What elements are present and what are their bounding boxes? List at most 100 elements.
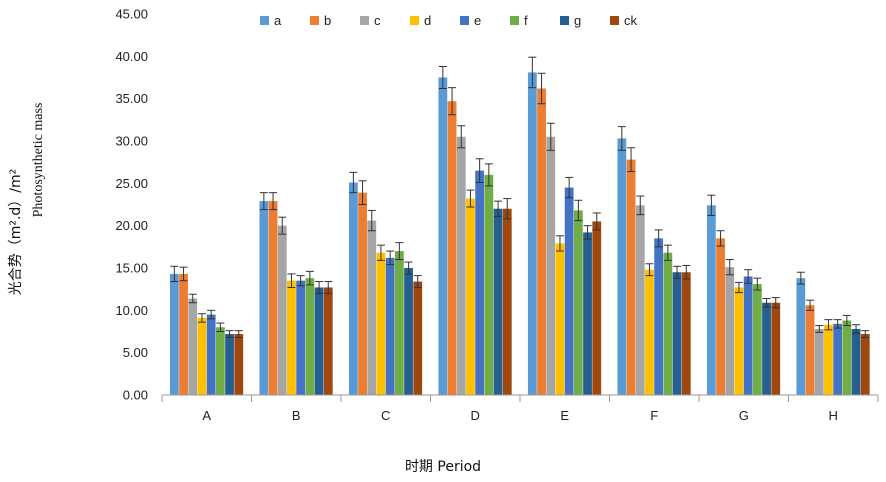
bar-a-A — [169, 273, 179, 395]
legend-label: e — [474, 13, 481, 28]
legend-swatch — [610, 16, 619, 25]
y-axis-ticks: 0.00 5.00 10.00 15.00 20.00 25.00 30.00 35.00 40… — [115, 7, 148, 403]
legend-item-e: e — [460, 13, 481, 28]
bar-f-G — [752, 284, 762, 395]
legend-label: ck — [624, 13, 638, 28]
legend-item-d: d — [410, 13, 431, 28]
bar-ck-C — [413, 281, 423, 395]
bar-f-B — [305, 278, 315, 395]
x-category-label: C — [381, 408, 390, 423]
y-tick-label: 5.00 — [123, 345, 148, 360]
bar-g-H — [851, 328, 861, 395]
bar-b-G — [716, 238, 725, 395]
legend-item-a: a — [260, 13, 282, 28]
y-tick-label: 20.00 — [115, 218, 148, 233]
y-tick-label: 35.00 — [115, 91, 148, 106]
legend-label: f — [524, 13, 528, 28]
bar-b-C — [358, 192, 367, 395]
legend-item-ck: ck — [610, 13, 638, 28]
bar-c-B — [277, 225, 287, 395]
bar-e-H — [833, 323, 843, 395]
bar-b-B — [268, 201, 278, 395]
bar-d-A — [197, 317, 207, 395]
y-tick-label: 0.00 — [123, 388, 148, 403]
bar-e-B — [296, 280, 306, 395]
legend-item-f: f — [510, 13, 528, 28]
bar-g-A — [225, 334, 234, 395]
bar-e-A — [206, 314, 216, 395]
bar-c-A — [188, 298, 198, 395]
y-axis-label-english: Photosynthetic mass — [31, 103, 46, 218]
bar-c-C — [367, 220, 377, 395]
x-axis: A B C D E F G H — [161, 394, 879, 423]
bar-d-F — [645, 269, 654, 395]
legend-label: b — [324, 13, 331, 28]
bar-f-D — [484, 174, 494, 395]
bar-b-D — [447, 101, 457, 396]
bar-b-F — [626, 159, 636, 395]
bar-a-D — [438, 77, 448, 395]
legend-swatch — [360, 16, 369, 25]
bar-d-D — [466, 198, 475, 395]
bar-b-A — [179, 273, 188, 395]
bar-ck-F — [681, 272, 691, 395]
legend-item-g: g — [560, 13, 581, 28]
bar-e-C — [385, 257, 395, 395]
legend-swatch — [560, 16, 569, 25]
bar-g-G — [762, 302, 771, 395]
bar-c-H — [814, 328, 824, 395]
bar-ck-E — [592, 221, 602, 395]
bar-a-B — [259, 201, 269, 395]
bar-g-F — [672, 272, 682, 395]
x-category-label: E — [560, 408, 569, 423]
legend-swatch — [410, 16, 419, 25]
x-category-label: H — [829, 408, 838, 423]
legend-swatch — [510, 16, 519, 25]
legend-swatch — [310, 16, 319, 25]
bar-ck-G — [771, 302, 781, 395]
bar-e-D — [475, 170, 485, 395]
bar-g-B — [314, 287, 324, 395]
x-category-label: G — [739, 408, 749, 423]
legend: a b c d e f g ck — [260, 13, 638, 28]
bar-c-D — [456, 136, 466, 395]
bar-a-C — [348, 182, 358, 395]
bar-a-G — [706, 205, 716, 395]
y-tick-label: 25.00 — [115, 176, 148, 191]
bar-c-F — [635, 205, 645, 395]
bar-d-E — [555, 243, 565, 395]
bar-e-G — [743, 276, 753, 395]
bar-e-F — [654, 238, 664, 395]
bar-a-H — [796, 278, 806, 395]
bar-b-H — [805, 305, 815, 395]
bar-d-G — [734, 287, 744, 395]
bar-f-H — [842, 320, 852, 395]
bar-f-F — [663, 252, 673, 395]
bar-ck-H — [860, 334, 870, 395]
x-axis-label: 时期 Period — [405, 459, 481, 475]
x-category-label: D — [471, 408, 480, 423]
legend-label: a — [274, 13, 282, 28]
y-tick-label: 30.00 — [115, 134, 148, 149]
bar-a-F — [617, 138, 627, 395]
bar-c-E — [546, 136, 556, 395]
bar-g-C — [404, 268, 413, 395]
y-tick-label: 40.00 — [115, 49, 148, 64]
legend-item-c: c — [360, 13, 381, 28]
bar-f-E — [573, 210, 583, 395]
legend-swatch — [460, 16, 469, 25]
y-tick-label: 45.00 — [115, 7, 148, 22]
bar-ck-A — [234, 334, 244, 395]
bar-ck-B — [323, 287, 333, 395]
legend-swatch — [260, 16, 269, 25]
y-axis-label-chinese: 光合势（m².d）/m² — [8, 169, 24, 296]
bar-c-G — [725, 267, 735, 395]
legend-label: g — [574, 13, 581, 28]
bar-f-C — [394, 251, 404, 395]
y-tick-label: 15.00 — [115, 261, 148, 276]
y-axis-label: 光合势（m².d）/m² Photosynthetic mass — [8, 103, 46, 296]
y-tick-label: 10.00 — [115, 303, 148, 318]
bar-ck-D — [502, 208, 512, 395]
bar-g-D — [493, 208, 503, 395]
